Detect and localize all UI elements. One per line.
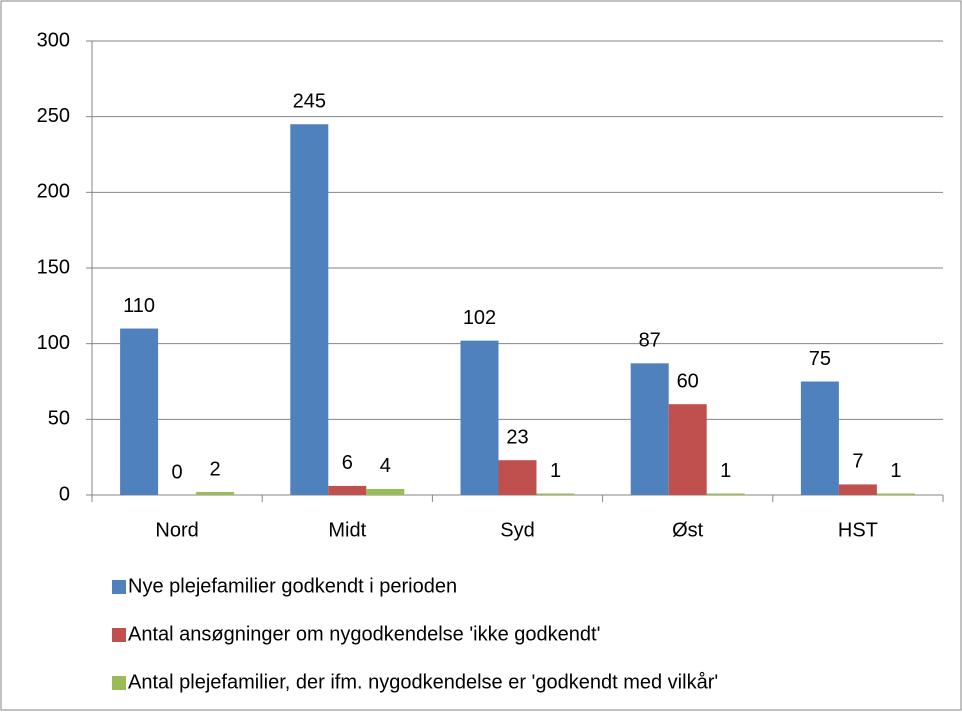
y-tick-label: 200 bbox=[37, 181, 70, 203]
bar bbox=[366, 488, 405, 495]
y-tick-label: 250 bbox=[37, 105, 70, 127]
value-label: 1 bbox=[890, 460, 901, 482]
y-tick-label: 0 bbox=[59, 483, 70, 505]
legend-swatch bbox=[112, 628, 126, 642]
bar bbox=[120, 328, 159, 495]
y-tick-label: 50 bbox=[48, 408, 70, 430]
value-label: 2 bbox=[210, 458, 221, 480]
legend-label: Nye plejefamilier godkendt i perioden bbox=[128, 575, 457, 597]
x-tick-label: Midt bbox=[328, 519, 366, 541]
bar bbox=[668, 404, 707, 495]
value-label: 6 bbox=[342, 452, 353, 474]
value-label: 1 bbox=[550, 460, 561, 482]
value-label: 4 bbox=[380, 455, 391, 477]
value-label: 87 bbox=[639, 330, 661, 352]
bar bbox=[630, 363, 669, 495]
y-tick-label: 150 bbox=[37, 256, 70, 278]
bar bbox=[838, 484, 877, 495]
bar bbox=[290, 124, 329, 495]
x-tick-label: Nord bbox=[155, 519, 198, 541]
value-label: 102 bbox=[463, 307, 496, 329]
value-label: 23 bbox=[506, 426, 528, 448]
value-label: 245 bbox=[293, 91, 326, 113]
value-label: 1 bbox=[720, 460, 731, 482]
legend-swatch bbox=[112, 676, 126, 690]
legend-swatch bbox=[112, 580, 126, 594]
bar bbox=[196, 491, 235, 495]
x-tick-label: Øst bbox=[672, 519, 704, 541]
bar bbox=[460, 340, 499, 495]
y-tick-label: 100 bbox=[37, 332, 70, 354]
value-label: 60 bbox=[677, 370, 699, 392]
value-label: 75 bbox=[809, 348, 831, 370]
bar bbox=[328, 485, 367, 495]
value-label: 0 bbox=[172, 461, 183, 483]
x-tick-label: Syd bbox=[500, 519, 534, 541]
legend-label: Antal plejefamilier, der ifm. nygodkende… bbox=[128, 671, 718, 693]
bar bbox=[876, 493, 915, 495]
bar bbox=[706, 493, 745, 495]
bar bbox=[498, 460, 537, 495]
x-tick-label: HST bbox=[838, 519, 878, 541]
bar bbox=[536, 493, 575, 495]
y-tick-label: 300 bbox=[37, 29, 70, 51]
legend-label: Antal ansøgninger om nygodkendelse 'ikke… bbox=[128, 623, 600, 645]
bar bbox=[800, 381, 839, 495]
value-label: 7 bbox=[852, 451, 863, 473]
value-label: 110 bbox=[123, 295, 155, 317]
